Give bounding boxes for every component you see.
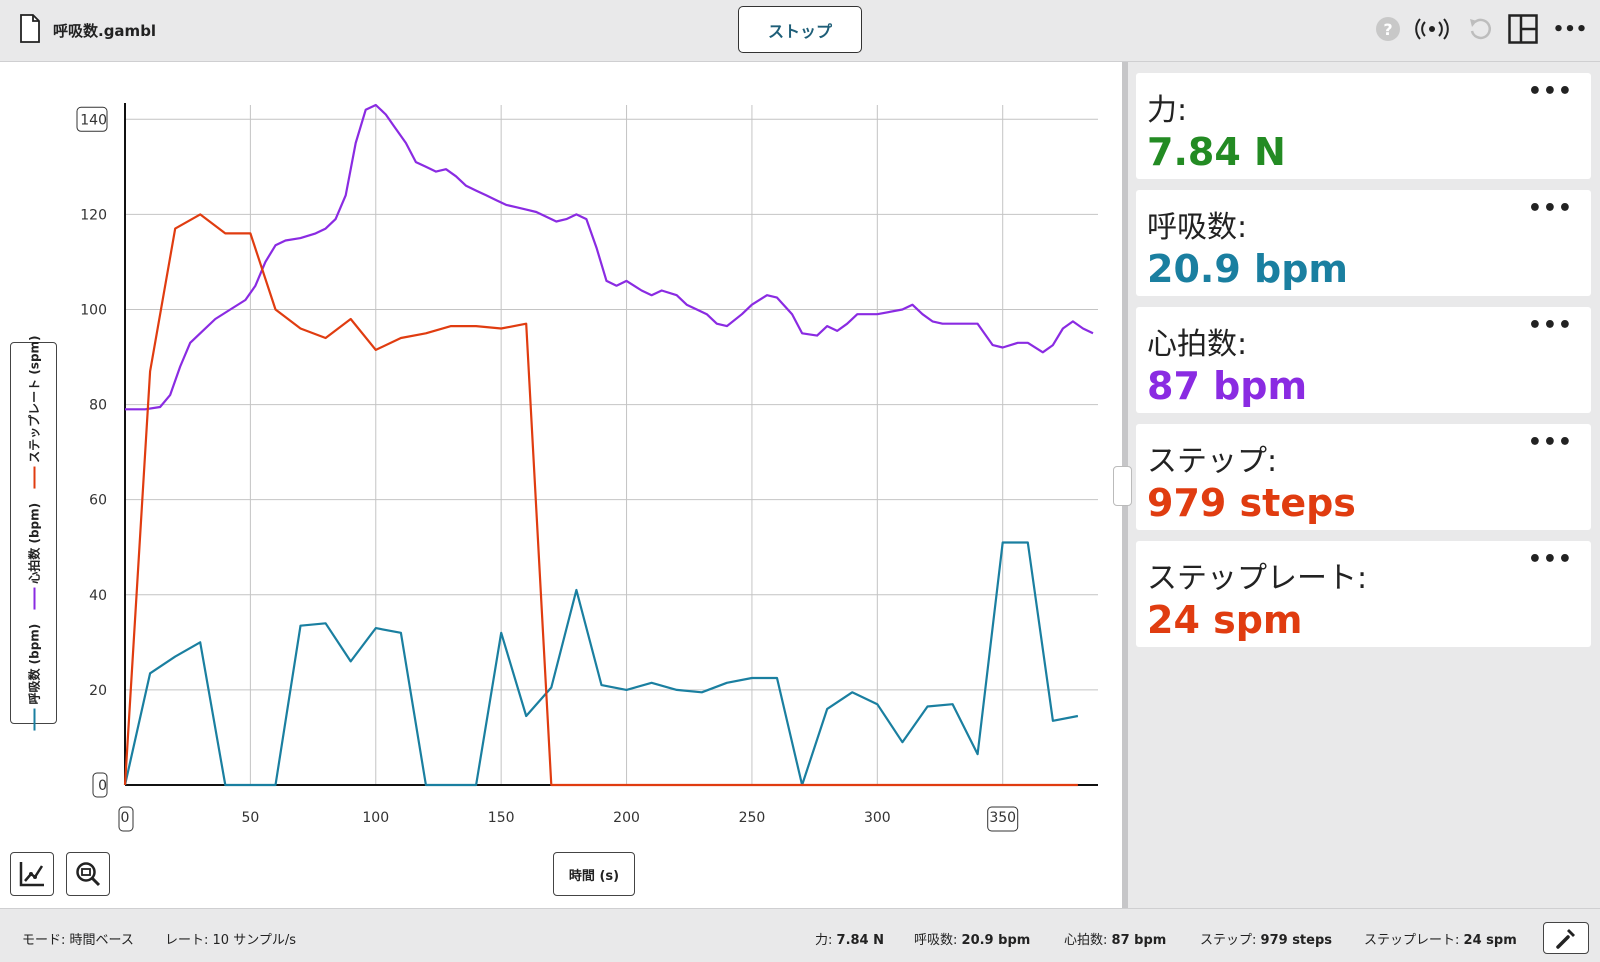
y-tick-label: 60 bbox=[89, 493, 107, 509]
status-readout-steprate: ステップレート: 24 spm bbox=[1364, 929, 1517, 948]
axis-range-marker bbox=[76, 106, 108, 132]
more-icon[interactable]: ••• bbox=[1527, 79, 1573, 104]
y-tick-label: 0 bbox=[98, 778, 107, 794]
status-rate-label: レート: bbox=[165, 933, 209, 948]
more-icon[interactable]: ••• bbox=[1527, 196, 1573, 221]
status-rate: レート: 10 サンプル/s bbox=[165, 929, 296, 948]
autoscale-icon bbox=[19, 862, 44, 887]
axis-range-marker bbox=[92, 772, 108, 798]
meter-card[interactable]: 呼吸数: 20.9 bpm ••• bbox=[1136, 190, 1591, 296]
meter-card[interactable]: 力: 7.84 N ••• bbox=[1136, 73, 1591, 179]
meter-label: 呼吸数: bbox=[1147, 210, 1248, 245]
legend-item[interactable]: 呼吸数 (bpm) bbox=[25, 624, 42, 731]
status-readout-steps: ステップ: 979 steps bbox=[1200, 929, 1332, 948]
y-tick-label: 100 bbox=[80, 302, 107, 318]
status-mode: モード: 時間ベース bbox=[22, 929, 134, 948]
meter-card[interactable]: 心拍数: 87 bpm ••• bbox=[1136, 307, 1591, 413]
meter-label: 力: bbox=[1147, 93, 1188, 128]
readout-label: 力: bbox=[815, 933, 833, 948]
status-bar: モード: 時間ベース レート: 10 サンプル/s 力: 7.84 N 呼吸数:… bbox=[0, 908, 1600, 962]
meter-label: 心拍数: bbox=[1147, 327, 1248, 362]
y-tick-label: 80 bbox=[89, 398, 107, 414]
status-readout-heart: 心拍数: 87 bpm bbox=[1064, 929, 1166, 948]
readout-label: 呼吸数: bbox=[914, 933, 958, 948]
legend-item[interactable]: 心拍数 (bpm) bbox=[25, 503, 42, 610]
meter-card[interactable]: ステップ: 979 steps ••• bbox=[1136, 424, 1591, 530]
help-icon[interactable]: ? bbox=[1374, 13, 1402, 45]
graph-legend[interactable]: 呼吸数 (bpm) 心拍数 (bpm) ステップレート (spm) bbox=[10, 335, 57, 731]
legend-swatch bbox=[32, 466, 35, 489]
status-mode-value: 時間ベース bbox=[69, 933, 134, 948]
status-readout-breath: 呼吸数: 20.9 bpm bbox=[914, 929, 1030, 948]
wireless-icon[interactable] bbox=[1414, 13, 1450, 45]
more-icon[interactable]: ••• bbox=[1552, 18, 1588, 40]
x-tick-label: 0 bbox=[121, 810, 130, 826]
stop-button[interactable]: ストップ bbox=[738, 6, 862, 53]
x-tick-label: 350 bbox=[989, 810, 1016, 826]
wrench-icon bbox=[1556, 929, 1575, 949]
top-bar: 呼吸数.gambl ストップ ? ••• bbox=[0, 0, 1600, 62]
svg-text:?: ? bbox=[1383, 20, 1392, 39]
meter-value: 979 steps bbox=[1147, 481, 1356, 525]
meter-label: ステップ: bbox=[1147, 444, 1278, 479]
line-chart[interactable]: 0 50 100 150 200 250 300 350 0 20 40 60 80 100 120 140 bbox=[0, 62, 1122, 908]
status-mode-label: モード: bbox=[22, 933, 66, 948]
axis-range-marker bbox=[987, 806, 1019, 832]
file-name[interactable]: 呼吸数.gambl bbox=[53, 22, 157, 40]
more-icon[interactable]: ••• bbox=[1527, 313, 1573, 338]
legend-label: 呼吸数 (bpm) bbox=[27, 623, 41, 705]
readout-value: 979 steps bbox=[1260, 933, 1333, 948]
y-tick-label: 120 bbox=[80, 207, 107, 223]
readout-value: 24 spm bbox=[1463, 933, 1517, 948]
legend-label: 心拍数 (bpm) bbox=[27, 502, 41, 584]
readout-label: ステップレート: bbox=[1364, 933, 1460, 948]
axis-range-marker bbox=[118, 806, 134, 832]
x-tick-label: 200 bbox=[613, 810, 640, 826]
x-tick-label: 250 bbox=[739, 810, 766, 826]
readout-label: 心拍数: bbox=[1064, 933, 1108, 948]
readout-label: ステップ: bbox=[1200, 933, 1257, 948]
status-readout-force: 力: 7.84 N bbox=[815, 929, 884, 948]
series-line bbox=[125, 103, 1094, 411]
zoom-icon bbox=[76, 862, 101, 887]
meter-value: 87 bpm bbox=[1147, 364, 1308, 408]
zoom-button[interactable] bbox=[66, 852, 110, 896]
y-tick-label: 20 bbox=[89, 683, 107, 699]
readout-value: 20.9 bpm bbox=[961, 933, 1031, 948]
legend-swatch bbox=[32, 587, 35, 610]
meter-value: 20.9 bpm bbox=[1147, 247, 1348, 291]
series-line bbox=[123, 541, 1079, 787]
settings-button[interactable] bbox=[1543, 922, 1589, 954]
status-rate-value: 10 サンプル/s bbox=[212, 933, 296, 948]
legend-label: ステップレート (spm) bbox=[27, 335, 41, 463]
readout-value: 7.84 N bbox=[836, 933, 885, 948]
graph-panel: 0 50 100 150 200 250 300 350 0 20 40 60 80 100 120 140 … bbox=[0, 62, 1122, 908]
x-axis-label-button[interactable]: 時間 (s) bbox=[553, 852, 635, 896]
series-line bbox=[123, 213, 1078, 787]
layout-icon[interactable] bbox=[1507, 13, 1539, 45]
undo-icon[interactable] bbox=[1465, 13, 1495, 45]
x-tick-label: 50 bbox=[241, 810, 259, 826]
meter-value: 24 spm bbox=[1147, 598, 1303, 642]
more-icon[interactable]: ••• bbox=[1527, 547, 1573, 572]
meter-value: 7.84 N bbox=[1147, 130, 1286, 174]
autoscale-button[interactable] bbox=[10, 852, 54, 896]
x-tick-label: 150 bbox=[488, 810, 515, 826]
readout-value: 87 bpm bbox=[1111, 933, 1167, 948]
file-icon bbox=[20, 14, 40, 43]
y-tick-label: 40 bbox=[89, 588, 107, 604]
x-tick-label: 100 bbox=[362, 810, 389, 826]
y-tick-label: 140 bbox=[80, 112, 107, 128]
splitter-handle[interactable] bbox=[1113, 466, 1132, 506]
more-icon[interactable]: ••• bbox=[1527, 430, 1573, 455]
legend-item[interactable]: ステップレート (spm) bbox=[25, 335, 42, 489]
meter-label: ステップレート: bbox=[1147, 561, 1368, 596]
x-tick-label: 300 bbox=[864, 810, 891, 826]
legend-swatch bbox=[32, 708, 35, 731]
meter-card[interactable]: ステップレート: 24 spm ••• bbox=[1136, 541, 1591, 647]
